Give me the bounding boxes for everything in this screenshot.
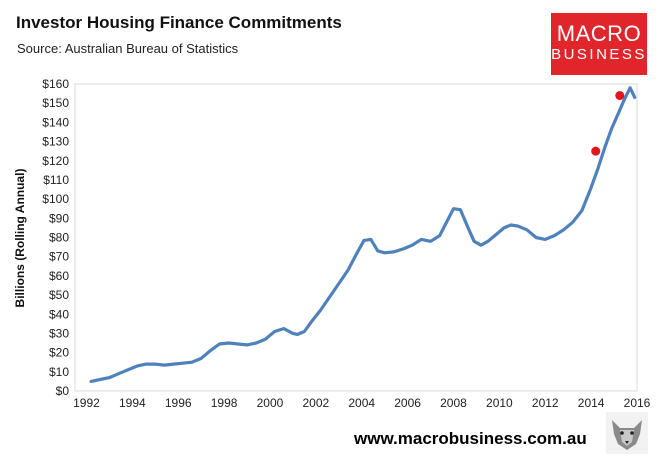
x-tick-label: 1992 [73, 396, 100, 410]
highlight-point [591, 146, 601, 156]
y-tick-label: $30 [49, 326, 69, 340]
x-tick-label: 2004 [348, 396, 375, 410]
x-tick-label: 2010 [486, 396, 513, 410]
x-tick-label: 2006 [394, 396, 421, 410]
x-tick-label: 2012 [532, 396, 559, 410]
chart-subtitle: Source: Australian Bureau of Statistics [17, 41, 239, 56]
y-tick-label: $0 [56, 384, 70, 398]
y-tick-label: $80 [49, 231, 69, 245]
y-tick-label: $100 [42, 192, 69, 206]
y-tick-label: $70 [49, 250, 69, 264]
y-tick-label: $60 [49, 269, 69, 283]
logo-line-2: BUSINESS [551, 46, 647, 63]
website-url: www.macrobusiness.com.au [354, 429, 587, 448]
y-tick-label: $50 [49, 288, 69, 302]
y-tick-label: $20 [49, 346, 69, 360]
x-tick-label: 1994 [119, 396, 146, 410]
macrobusiness-logo: MACRO BUSINESS [551, 13, 647, 75]
wolf-mascot-icon [606, 412, 648, 454]
y-tick-label: $140 [42, 115, 69, 129]
y-tick-label: $40 [49, 307, 69, 321]
x-tick-label: 1996 [165, 396, 192, 410]
y-tick-label: $160 [42, 77, 69, 91]
y-tick-label: $120 [42, 154, 69, 168]
y-tick-label: $10 [49, 365, 69, 379]
x-tick-label: 2002 [303, 396, 330, 410]
y-tick-label: $130 [42, 135, 69, 149]
highlight-point [615, 91, 625, 101]
x-tick-label: 2016 [624, 396, 651, 410]
y-tick-label: $150 [42, 96, 69, 110]
x-tick-label: 2008 [440, 396, 467, 410]
chart-title: Investor Housing Finance Commitments [16, 13, 342, 32]
x-tick-label: 1998 [211, 396, 238, 410]
x-tick-label: 2000 [257, 396, 284, 410]
x-tick-label: 2014 [578, 396, 605, 410]
y-tick-label: $110 [43, 173, 69, 187]
plot-area [74, 83, 638, 392]
y-axis-label: Billions (Rolling Annual) [13, 169, 27, 308]
series-line [89, 86, 637, 383]
y-tick-label: $90 [49, 211, 69, 225]
logo-line-1: MACRO [556, 21, 642, 46]
